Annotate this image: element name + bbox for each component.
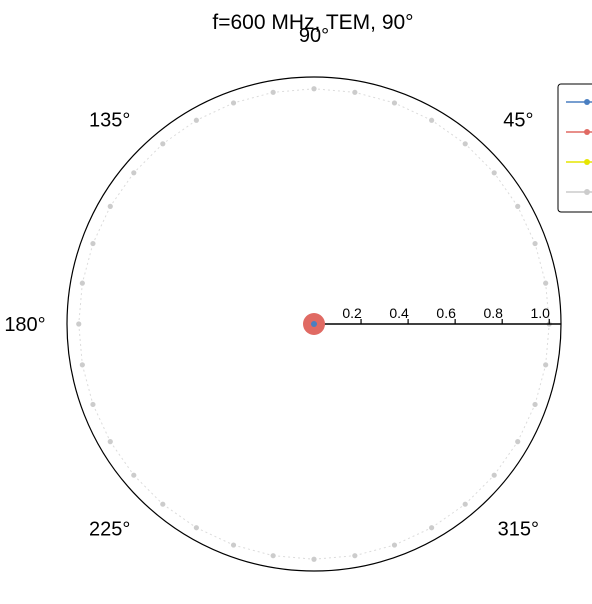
series-line xyxy=(233,544,274,557)
radial-tick-label: 0.6 xyxy=(436,305,456,321)
legend-marker xyxy=(584,129,590,135)
series-line xyxy=(517,404,536,442)
series-line xyxy=(354,91,395,104)
series-line xyxy=(534,364,547,405)
legend-marker xyxy=(584,99,590,105)
series-line xyxy=(545,283,550,325)
angle-label: 135° xyxy=(89,110,130,132)
series-line xyxy=(78,283,83,325)
series-line xyxy=(313,88,355,93)
series-line xyxy=(196,527,234,546)
series-line xyxy=(464,474,495,505)
series-line xyxy=(273,88,315,93)
series-line xyxy=(493,441,519,476)
radial-tick-label: 0.2 xyxy=(342,305,362,321)
series-line xyxy=(394,102,432,121)
series-line xyxy=(196,102,234,121)
angle-label: 315° xyxy=(498,518,539,540)
angle-label: 180° xyxy=(4,314,45,336)
radial-tick-label: 0.8 xyxy=(483,305,503,321)
series-line xyxy=(81,243,94,284)
series-line xyxy=(545,323,550,365)
series-line xyxy=(109,172,135,207)
series-line xyxy=(493,172,519,207)
series-line xyxy=(133,474,164,505)
angle-label: 225° xyxy=(89,518,130,540)
data-point xyxy=(311,556,317,562)
series-line xyxy=(534,243,547,284)
legend-marker xyxy=(584,159,590,165)
series-line xyxy=(162,503,197,529)
radial-tick-label: 1.0 xyxy=(531,305,551,321)
series-line xyxy=(464,143,495,174)
series-line xyxy=(313,555,355,560)
series-line xyxy=(92,206,111,244)
legend xyxy=(557,83,592,213)
series-line xyxy=(81,364,94,405)
legend-box xyxy=(557,83,592,213)
series-line xyxy=(92,404,111,442)
plot-area: 0.20.40.60.81.090°45°135°180°0°225°315°2… xyxy=(4,25,562,604)
series-line xyxy=(78,323,83,365)
angle-label: 90° xyxy=(299,25,329,47)
series-line xyxy=(394,527,432,546)
chart-title: f=600 MHz, TEM, 90° xyxy=(212,11,413,34)
series-line xyxy=(354,544,395,557)
radial-tick-label: 0.4 xyxy=(389,305,409,321)
series-line xyxy=(517,206,536,244)
legend-marker xyxy=(584,189,590,195)
series-line xyxy=(431,503,466,529)
series-line xyxy=(233,91,274,104)
series-line xyxy=(431,119,466,145)
series-line xyxy=(162,119,197,145)
series-line xyxy=(273,555,315,560)
series-line xyxy=(133,143,164,174)
angle-label: 45° xyxy=(503,110,533,132)
series-line xyxy=(109,441,135,476)
data-point xyxy=(311,321,317,327)
